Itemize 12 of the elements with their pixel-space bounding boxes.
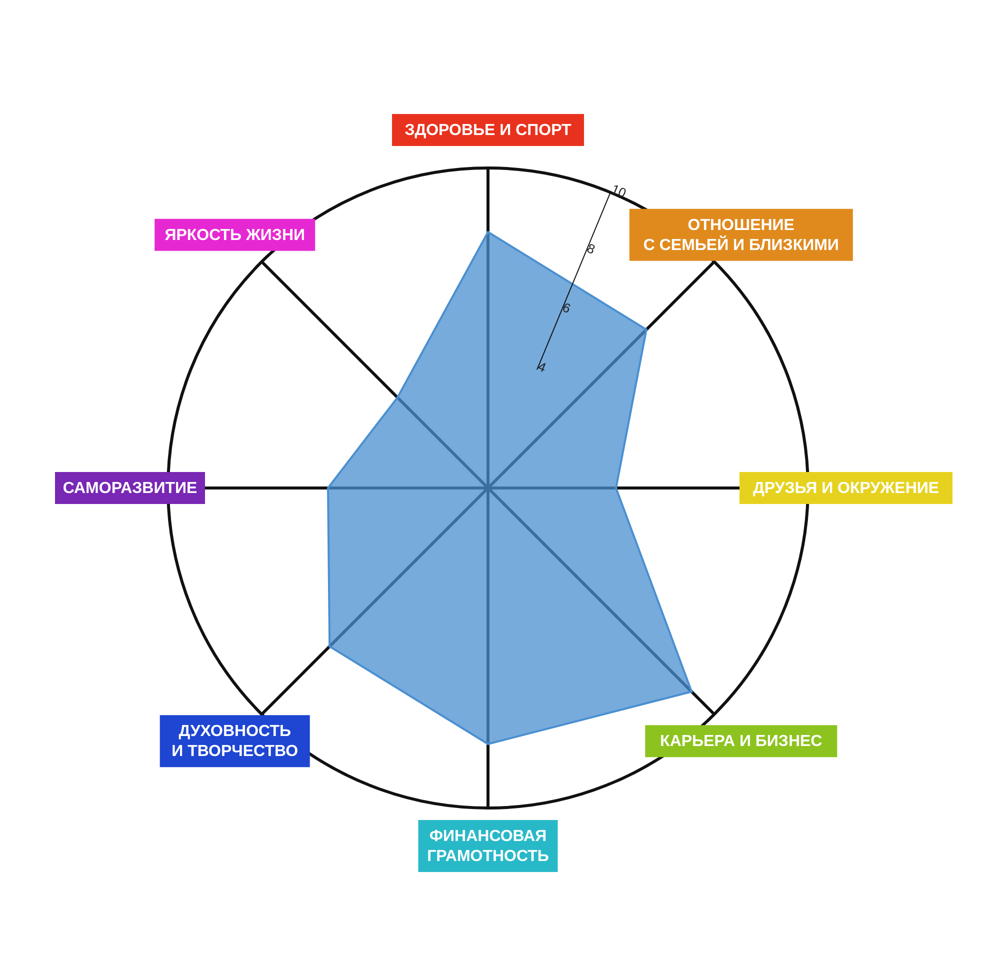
y-tick-label: 4 [536,358,548,376]
spoke-label: ДУХОВНОСТЬ И ТВОРЧЕСТВО [172,722,298,760]
y-tick-label: 6 [560,300,573,316]
spoke-label: КАРЬЕРА И БИЗНЕС [660,732,823,750]
spoke-label: ДРУЗЬЯ И ОКРУЖЕНИЕ [752,480,940,496]
spoke-label: ЗДОРОВЬЕ И СПОРТ [404,122,572,138]
y-tick-label: 10 [609,181,628,201]
y-tick-label: 8 [584,240,598,258]
spoke-label: ЯРКОСТЬ ЖИЗНИ [164,226,306,244]
spoke-label: САМОРАЗВИТИЕ [62,480,198,496]
spoke-label: ФИНАНСОВАЯ ГРАМОТНОСТЬ [427,828,549,864]
spoke-label: ОТНОШЕНИЕ С СЕМЬЕЙ И БЛИЗКИМИ [643,216,839,254]
